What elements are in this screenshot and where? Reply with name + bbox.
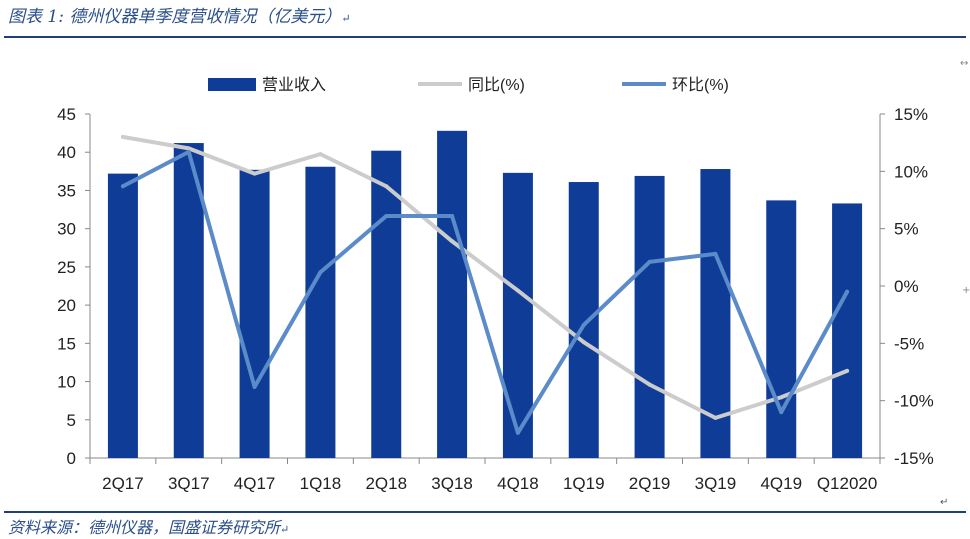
legend-label-yoy: 同比(%) xyxy=(468,76,525,94)
legend-swatch-revenue xyxy=(208,78,256,91)
revenue-bars xyxy=(107,130,863,459)
qoq-line-point xyxy=(779,410,784,415)
qoq-line-point xyxy=(581,322,586,327)
category-label: 2Q18 xyxy=(365,474,407,493)
yoy-line-point xyxy=(252,171,257,176)
revenue-bar xyxy=(239,169,270,458)
qoq-line-point xyxy=(845,289,850,294)
yoy-line-point xyxy=(120,134,125,139)
category-label: 1Q18 xyxy=(300,474,342,493)
ratio-lines xyxy=(120,134,850,435)
qoq-line-point xyxy=(450,214,455,219)
left-axis-tick-label: 15 xyxy=(57,334,76,353)
revenue-bar xyxy=(634,175,665,459)
category-label: 4Q17 xyxy=(234,474,276,493)
qoq-line-point xyxy=(647,259,652,264)
left-axis-tick-label: 45 xyxy=(57,105,76,124)
figure-title: 图表 1: 德州仪器单季度营收情况（亿美元）↵ xyxy=(8,2,351,27)
edge-arrow-icon: ↔ xyxy=(960,58,969,69)
left-axis-tick-label: 10 xyxy=(57,373,76,392)
yoy-line-point xyxy=(845,368,850,373)
category-label: 4Q19 xyxy=(760,474,802,493)
qoq-line-point xyxy=(120,184,125,189)
category-label: Q12020 xyxy=(817,474,878,493)
right-axis-tick-label: 5% xyxy=(894,220,919,239)
right-axis-tick-label: 15% xyxy=(894,105,928,124)
revenue-bar xyxy=(107,173,138,459)
yoy-line-point xyxy=(384,184,389,189)
bottom-rule xyxy=(4,511,966,513)
right-axis-tick-label: -5% xyxy=(894,334,924,353)
legend-label-revenue: 营业收入 xyxy=(262,76,326,94)
source-text: 资料来源：德州仪器，国盛证券研究所 xyxy=(8,518,281,537)
yoy-line-point xyxy=(581,340,586,345)
revenue-bar xyxy=(568,182,599,458)
category-label: 4Q18 xyxy=(497,474,539,493)
title-return-mark: ↵ xyxy=(341,12,351,25)
chart-legend: 营业收入 同比(%) 环比(%) xyxy=(208,76,729,94)
revenue-bar xyxy=(502,172,533,458)
category-label: 1Q19 xyxy=(563,474,605,493)
qoq-line-point xyxy=(515,430,520,435)
legend-label-qoq: 环比(%) xyxy=(672,76,729,94)
source-return-mark: ↵ xyxy=(280,523,290,536)
chart-axes: 0 5 10 15 20 25 30 35 40 45 -15% -10% -5% 0% 5% 10% 15% xyxy=(57,105,934,468)
right-axis-tick-label: -15% xyxy=(894,449,934,468)
yoy-line-point xyxy=(186,146,191,151)
category-label: 3Q18 xyxy=(431,474,473,493)
revenue-bar xyxy=(766,200,797,459)
revenue-bar xyxy=(832,203,863,458)
figure-title-text: 图表 1: 德州仪器单季度营收情况（亿美元） xyxy=(8,7,342,27)
qoq-line-point xyxy=(186,149,191,154)
right-axis-tick-label: 10% xyxy=(894,162,928,181)
edge-plus-icon: + xyxy=(962,285,970,296)
yoy-line-point xyxy=(713,415,718,420)
left-axis-tick-label: 30 xyxy=(57,220,76,239)
category-label: 2Q19 xyxy=(629,474,671,493)
revenue-chart: 营业收入 同比(%) 环比(%) 0 5 10 15 20 25 30 35 40 45 -15% -… xyxy=(57,76,934,493)
qoq-line-point xyxy=(384,214,389,219)
right-axis-tick-label: -10% xyxy=(894,392,934,411)
left-axis-tick-label: 20 xyxy=(57,296,76,315)
revenue-bar xyxy=(437,130,468,458)
yoy-line-point xyxy=(318,152,323,157)
qoq-line-point xyxy=(252,384,257,389)
left-axis-tick-label: 0 xyxy=(67,449,76,468)
yoy-line-point xyxy=(779,395,784,400)
yoy-line-point xyxy=(647,382,652,387)
qoq-line-point xyxy=(318,270,323,275)
category-label: 3Q17 xyxy=(168,474,210,493)
yoy-line xyxy=(120,134,850,420)
right-axis-tick-label: 0% xyxy=(894,277,919,296)
revenue-bar xyxy=(173,143,204,458)
category-label: 3Q19 xyxy=(695,474,737,493)
qoq-line xyxy=(120,149,850,435)
corner-return-mark: ↵ xyxy=(940,497,949,508)
left-axis-tick-label: 40 xyxy=(57,143,76,162)
revenue-bar xyxy=(700,169,731,459)
yoy-line-point xyxy=(515,288,520,293)
source-note: 资料来源：德州仪器，国盛证券研究所↵ xyxy=(8,514,289,538)
category-labels: 2Q17 3Q17 4Q17 1Q18 2Q18 3Q18 4Q18 1Q19 2Q19 3Q19… xyxy=(102,474,877,493)
yoy-line-point xyxy=(450,239,455,244)
revenue-bar xyxy=(371,150,402,458)
revenue-bar xyxy=(305,166,336,458)
left-axis-tick-label: 25 xyxy=(57,258,76,277)
top-rule xyxy=(4,36,966,38)
left-axis-tick-label: 35 xyxy=(57,181,76,200)
qoq-line-point xyxy=(713,251,718,256)
category-label: 2Q17 xyxy=(102,474,144,493)
left-axis-tick-label: 5 xyxy=(67,411,76,430)
